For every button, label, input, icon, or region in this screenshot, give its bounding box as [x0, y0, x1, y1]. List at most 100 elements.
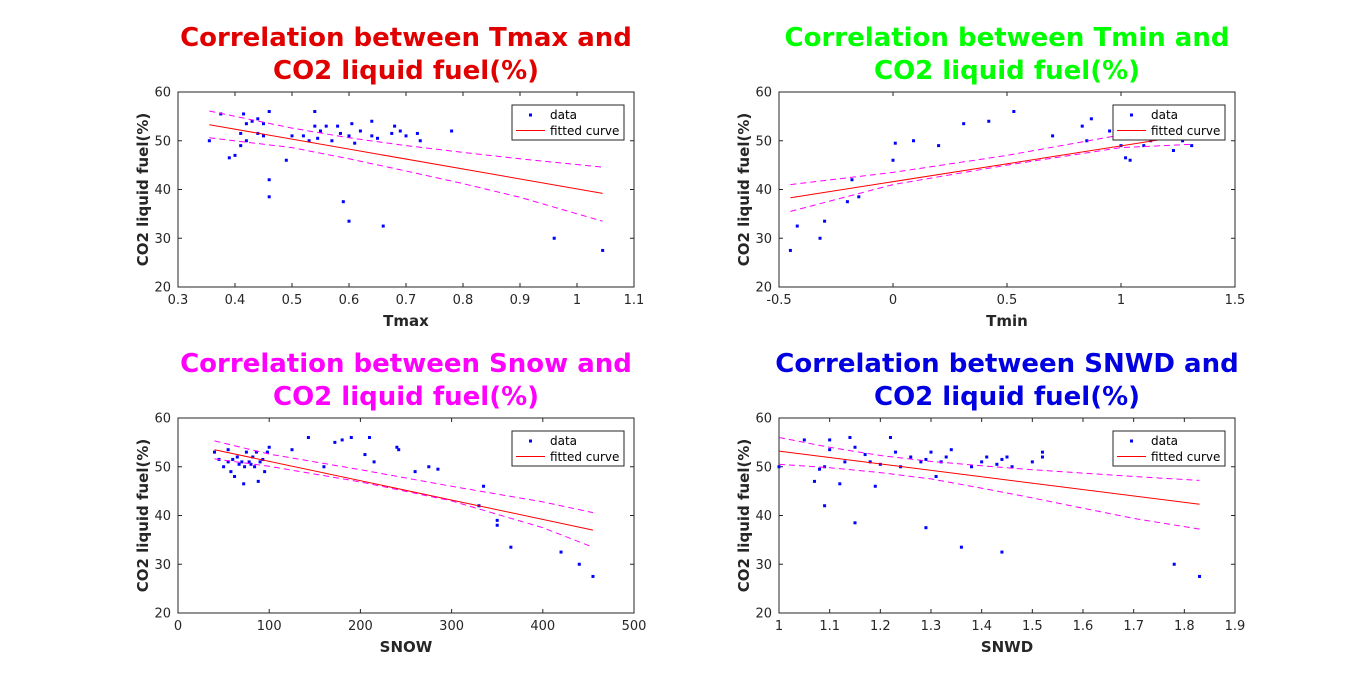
- legend-label-data: data: [1151, 108, 1178, 122]
- data-point: [240, 460, 244, 464]
- data-point: [324, 124, 328, 128]
- data-point: [823, 219, 827, 223]
- data-point: [247, 460, 251, 464]
- data-point: [1108, 129, 1112, 133]
- data-point: [853, 445, 857, 449]
- y-tick-label: 50: [755, 460, 772, 475]
- legend-label-fit: fitted curve: [550, 124, 619, 138]
- data-point: [398, 129, 402, 133]
- data-point: [390, 131, 394, 135]
- data-point: [962, 122, 966, 126]
- x-tick-label: 1.1: [819, 619, 840, 634]
- y-tick-label: 40: [154, 509, 171, 524]
- data-point: [577, 562, 581, 566]
- legend-data-marker: [529, 439, 532, 443]
- data-point: [818, 236, 822, 240]
- chart-title-line: CO2 liquid fuel(%): [273, 382, 539, 412]
- x-tick-label: 0.5: [997, 293, 1018, 308]
- data-point: [1000, 457, 1004, 461]
- data-point: [1051, 134, 1055, 138]
- data-point: [450, 129, 454, 133]
- data-point: [393, 124, 397, 128]
- data-point: [349, 436, 353, 439]
- data-point: [413, 470, 417, 474]
- data-point: [980, 460, 984, 464]
- y-tick-label: 40: [154, 183, 171, 198]
- data-point: [873, 484, 877, 488]
- data-point: [970, 465, 974, 469]
- chart-panel-1: Correlation between Tmax and CO2 liquid f…: [134, 23, 644, 330]
- data-point: [929, 450, 933, 454]
- y-tick-label: 40: [755, 183, 772, 198]
- data-point: [1040, 450, 1044, 454]
- data-point: [226, 448, 230, 452]
- x-tick-label: 1.7: [1123, 619, 1144, 634]
- data-point: [243, 465, 247, 469]
- chart-title-line: CO2 liquid fuel(%): [874, 382, 1140, 412]
- data-point: [924, 526, 928, 530]
- data-point: [944, 455, 948, 459]
- data-point: [233, 153, 237, 157]
- data-point: [843, 460, 847, 464]
- legend-data-marker: [529, 113, 532, 117]
- data-point: [436, 467, 440, 471]
- data-point: [1030, 460, 1034, 464]
- data-point: [1010, 465, 1014, 469]
- data-point: [231, 457, 235, 461]
- data-point: [267, 110, 271, 113]
- data-point: [828, 438, 832, 442]
- legend-box: [1112, 104, 1226, 141]
- data-point: [219, 112, 223, 116]
- data-point: [313, 110, 317, 113]
- x-tick-label: 0.6: [339, 293, 360, 308]
- y-axis-label: CO2 liquid fuel(%): [134, 113, 152, 266]
- x-tick-label: 1: [775, 619, 783, 634]
- data-point: [242, 482, 246, 486]
- data-point: [244, 450, 248, 454]
- y-tick-label: 30: [154, 232, 171, 247]
- data-point: [254, 450, 258, 454]
- data-point: [495, 523, 499, 527]
- data-point: [1040, 455, 1044, 459]
- confidence-bound-line: [214, 440, 594, 514]
- data-point: [404, 134, 408, 138]
- x-tick-label: -0.5: [766, 293, 791, 308]
- data-point: [222, 465, 226, 469]
- data-point: [1142, 144, 1146, 148]
- data-point: [263, 470, 267, 474]
- chart-title-line: Correlation between SNWD and: [775, 349, 1238, 379]
- x-tick-label: 1.2: [870, 619, 891, 634]
- data-point: [262, 122, 265, 126]
- data-point: [244, 122, 248, 126]
- data-point: [912, 139, 916, 143]
- x-tick-label: 500: [622, 619, 647, 634]
- data-point: [949, 448, 953, 452]
- data-point: [857, 195, 861, 199]
- data-point: [552, 236, 556, 240]
- x-tick-label: 0.3: [168, 293, 189, 308]
- data-point: [229, 470, 233, 474]
- legend-label-fit: fitted curve: [1151, 124, 1220, 138]
- data-point: [959, 545, 963, 549]
- x-axis-label: Tmin: [986, 312, 1028, 330]
- legend-label-data: data: [550, 434, 577, 448]
- x-tick-label: 1.1: [624, 293, 645, 308]
- confidence-bound-line: [209, 110, 603, 168]
- x-tick-label: 400: [530, 619, 555, 634]
- chart-title-line: Correlation between Tmax and: [180, 23, 632, 53]
- data-point: [244, 139, 248, 143]
- x-axis-label: Tmax: [383, 312, 429, 330]
- data-point: [358, 129, 362, 133]
- data-point: [868, 460, 872, 464]
- data-point: [1198, 574, 1202, 578]
- data-point: [812, 479, 816, 483]
- data-point: [987, 119, 991, 123]
- data-point: [848, 436, 852, 439]
- data-point: [818, 467, 822, 471]
- y-tick-label: 60: [755, 412, 772, 427]
- y-axis-label: CO2 liquid fuel(%): [735, 439, 753, 592]
- data-point: [919, 460, 923, 464]
- data-point: [290, 448, 294, 452]
- data-point: [322, 465, 326, 469]
